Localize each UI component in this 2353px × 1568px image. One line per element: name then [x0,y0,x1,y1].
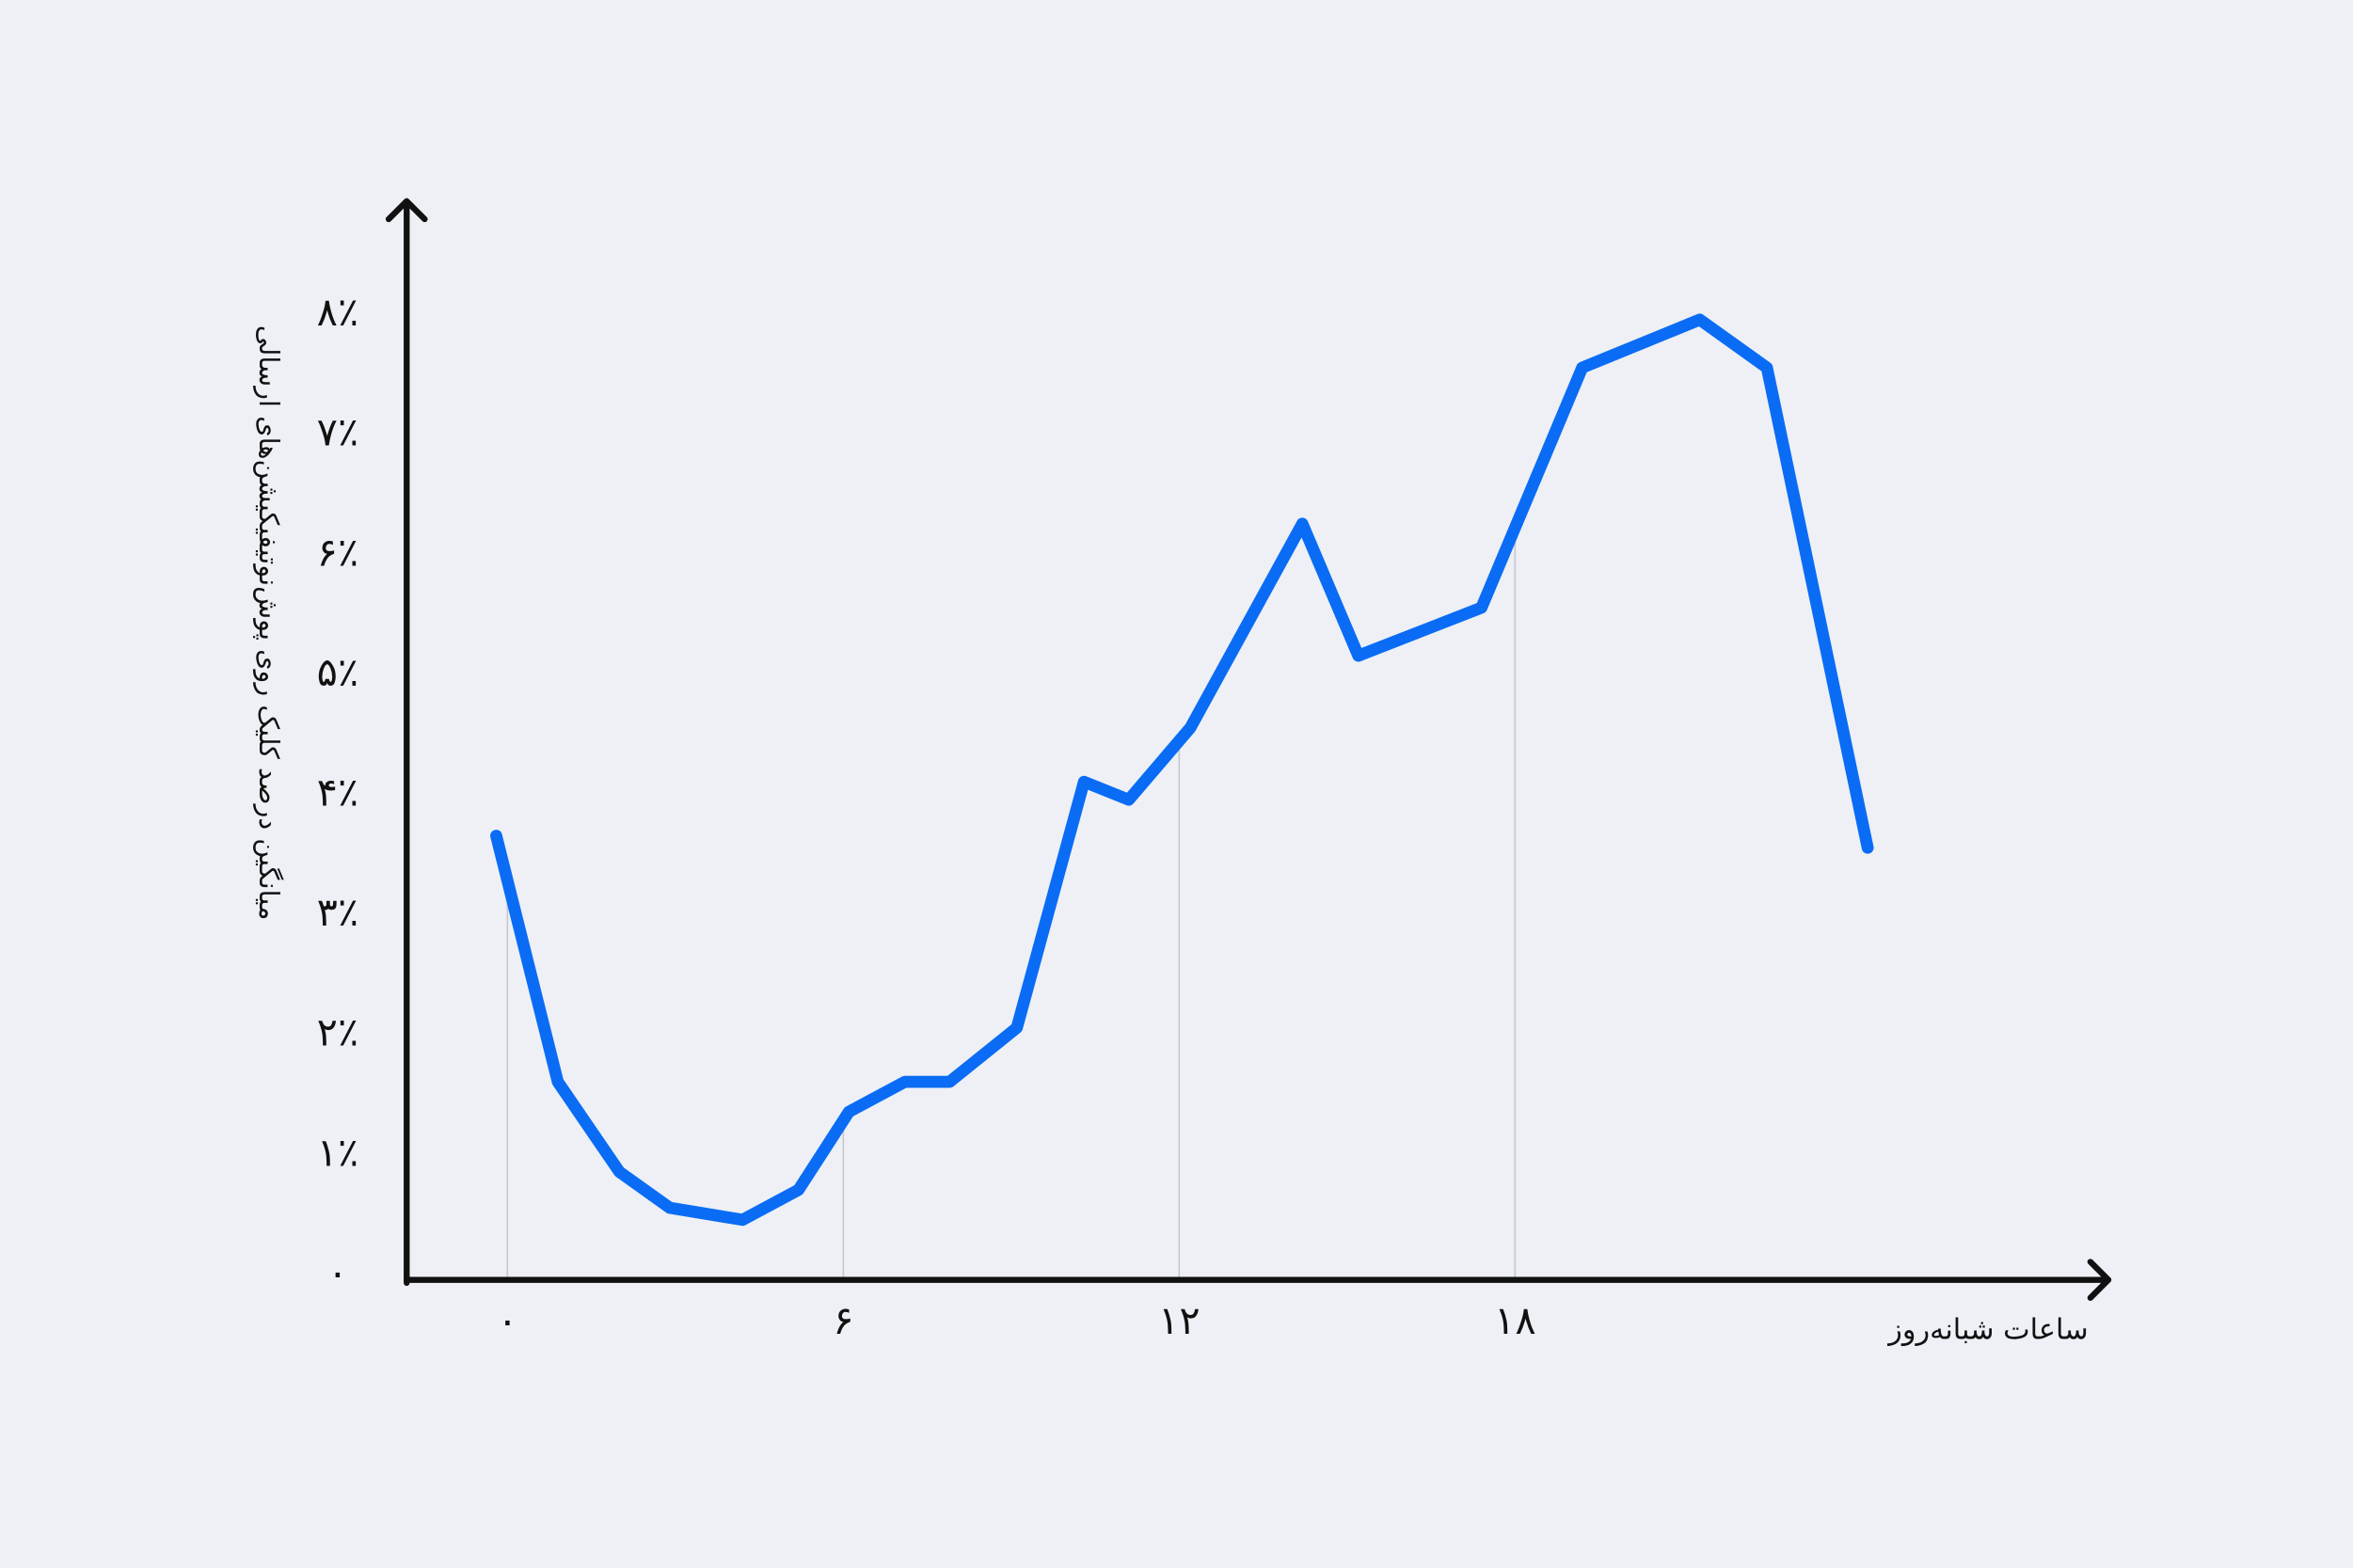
x-tick-label: ۰ [497,1298,517,1343]
y-tick-label: ۲٪ [317,1010,359,1055]
y-tick-label: ۶٪ [317,530,359,575]
data-line [490,313,1874,1227]
x-tick-label: ۶ [833,1298,853,1343]
x-tick-label: ۱۸ [1494,1298,1536,1343]
y-axis [385,198,428,1287]
y-tick-label: ۷٪ [317,410,359,455]
x-tick-label: ۱۲ [1158,1298,1200,1343]
y-tick-label: ۰ [327,1250,348,1295]
y-tick-label: ۱٪ [317,1130,359,1175]
y-tick-label: ۴٪ [317,769,359,815]
y-tick-label: ۵٪ [317,650,359,695]
y-axis-label: میانگین درصد کلیک روی پوش‌نوتیفیکیشن‌های… [253,325,285,921]
x-axis-label: ساعات شبانه‌روز [1886,1313,2088,1346]
y-tick-label: ۳٪ [317,890,359,935]
y-tick-label: ۸٪ [317,290,359,335]
grid [506,528,1517,1280]
x-axis [404,1259,2112,1301]
